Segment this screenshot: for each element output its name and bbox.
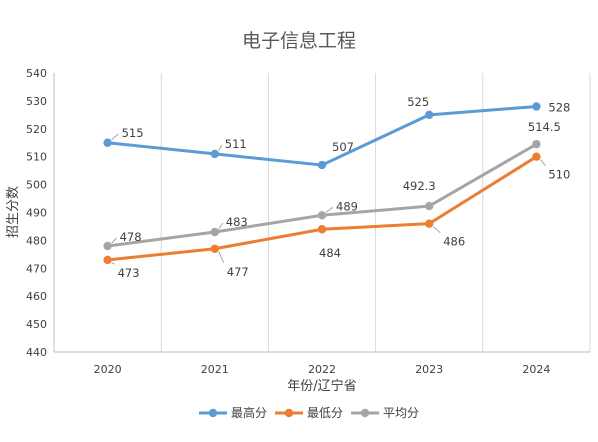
data-label: 477 <box>227 265 249 279</box>
data-point <box>317 211 327 220</box>
data-point <box>317 225 327 234</box>
data-point <box>103 255 112 265</box>
y-tick-label: 510 <box>26 151 47 164</box>
legend-label: 最高分 <box>231 405 267 420</box>
label-leader-lines <box>111 133 546 265</box>
data-label: 489 <box>336 199 358 213</box>
leader-line <box>218 222 224 230</box>
y-tick-label: 480 <box>26 234 47 247</box>
legend-swatch-marker <box>284 408 294 418</box>
x-tick-label: 2021 <box>201 363 229 376</box>
leader-line <box>218 144 223 152</box>
data-label: 514.5 <box>528 120 561 134</box>
y-tick-label: 490 <box>26 207 47 220</box>
leader-line <box>218 251 225 263</box>
data-label: 515 <box>122 126 144 140</box>
y-tick-label: 440 <box>26 346 47 359</box>
x-axis-title: 年份/辽宁省 <box>287 378 356 394</box>
series-lines <box>106 104 538 262</box>
y-axis-title: 招生分数 <box>6 186 21 238</box>
legend-label: 平均分 <box>383 406 419 420</box>
data-label: 507 <box>332 140 354 154</box>
leader-line <box>432 226 441 234</box>
data-point <box>210 244 219 253</box>
grid-lines <box>160 73 591 352</box>
data-point <box>425 110 434 120</box>
data-label: 492.3 <box>403 179 436 193</box>
data-label: 528 <box>548 100 570 114</box>
y-axis-ticks: 440 450 460 470 480 490 500 510 520 530 540 <box>26 67 47 359</box>
data-label: 473 <box>118 266 140 280</box>
data-point <box>532 102 541 111</box>
leader-line <box>111 133 119 141</box>
y-tick-label: 540 <box>26 67 47 80</box>
series-line-1 <box>106 104 538 167</box>
legend: 最高分 最低分 平均分 <box>199 405 419 420</box>
y-tick-label: 470 <box>26 262 47 275</box>
data-point <box>103 241 112 251</box>
data-label: 483 <box>226 215 248 229</box>
x-tick-label: 2024 <box>522 363 550 376</box>
data-point <box>532 139 541 149</box>
leader-line <box>540 159 546 167</box>
y-tick-label: 460 <box>26 290 47 303</box>
y-tick-label: 530 <box>26 95 47 108</box>
data-label: 486 <box>443 235 465 249</box>
x-tick-label: 2023 <box>415 363 443 376</box>
legend-swatch-marker <box>360 408 370 418</box>
data-point <box>532 152 541 161</box>
data-points <box>103 102 541 265</box>
data-point <box>210 149 219 159</box>
series-line-2 <box>106 155 538 262</box>
data-labels: 515 511 507 525 528 473 477 484 486 510 478 483 489 4… <box>118 95 571 280</box>
y-tick-label: 500 <box>26 179 47 192</box>
leader-line <box>111 237 117 244</box>
legend-label: 最低分 <box>307 406 343 420</box>
data-point <box>103 138 112 147</box>
x-axis-ticks: 2020 2021 2022 2023 2024 <box>94 363 551 376</box>
data-label: 511 <box>225 137 247 151</box>
legend-swatch-marker <box>208 408 218 418</box>
y-tick-label: 450 <box>26 318 47 331</box>
x-tick-label: 2020 <box>94 363 122 376</box>
y-tick-label: 520 <box>26 123 47 136</box>
leader-line <box>325 206 334 213</box>
x-tick-label: 2022 <box>308 363 336 376</box>
data-label: 484 <box>319 246 341 260</box>
data-point <box>425 219 434 228</box>
data-point <box>210 227 219 237</box>
data-label: 525 <box>407 95 429 109</box>
data-point <box>317 160 327 170</box>
leader-line <box>111 262 115 265</box>
chart-title: 电子信息工程 <box>242 30 356 52</box>
data-label: 510 <box>548 168 570 182</box>
data-point <box>425 201 434 211</box>
data-label: 478 <box>120 230 142 244</box>
axes <box>53 73 590 353</box>
